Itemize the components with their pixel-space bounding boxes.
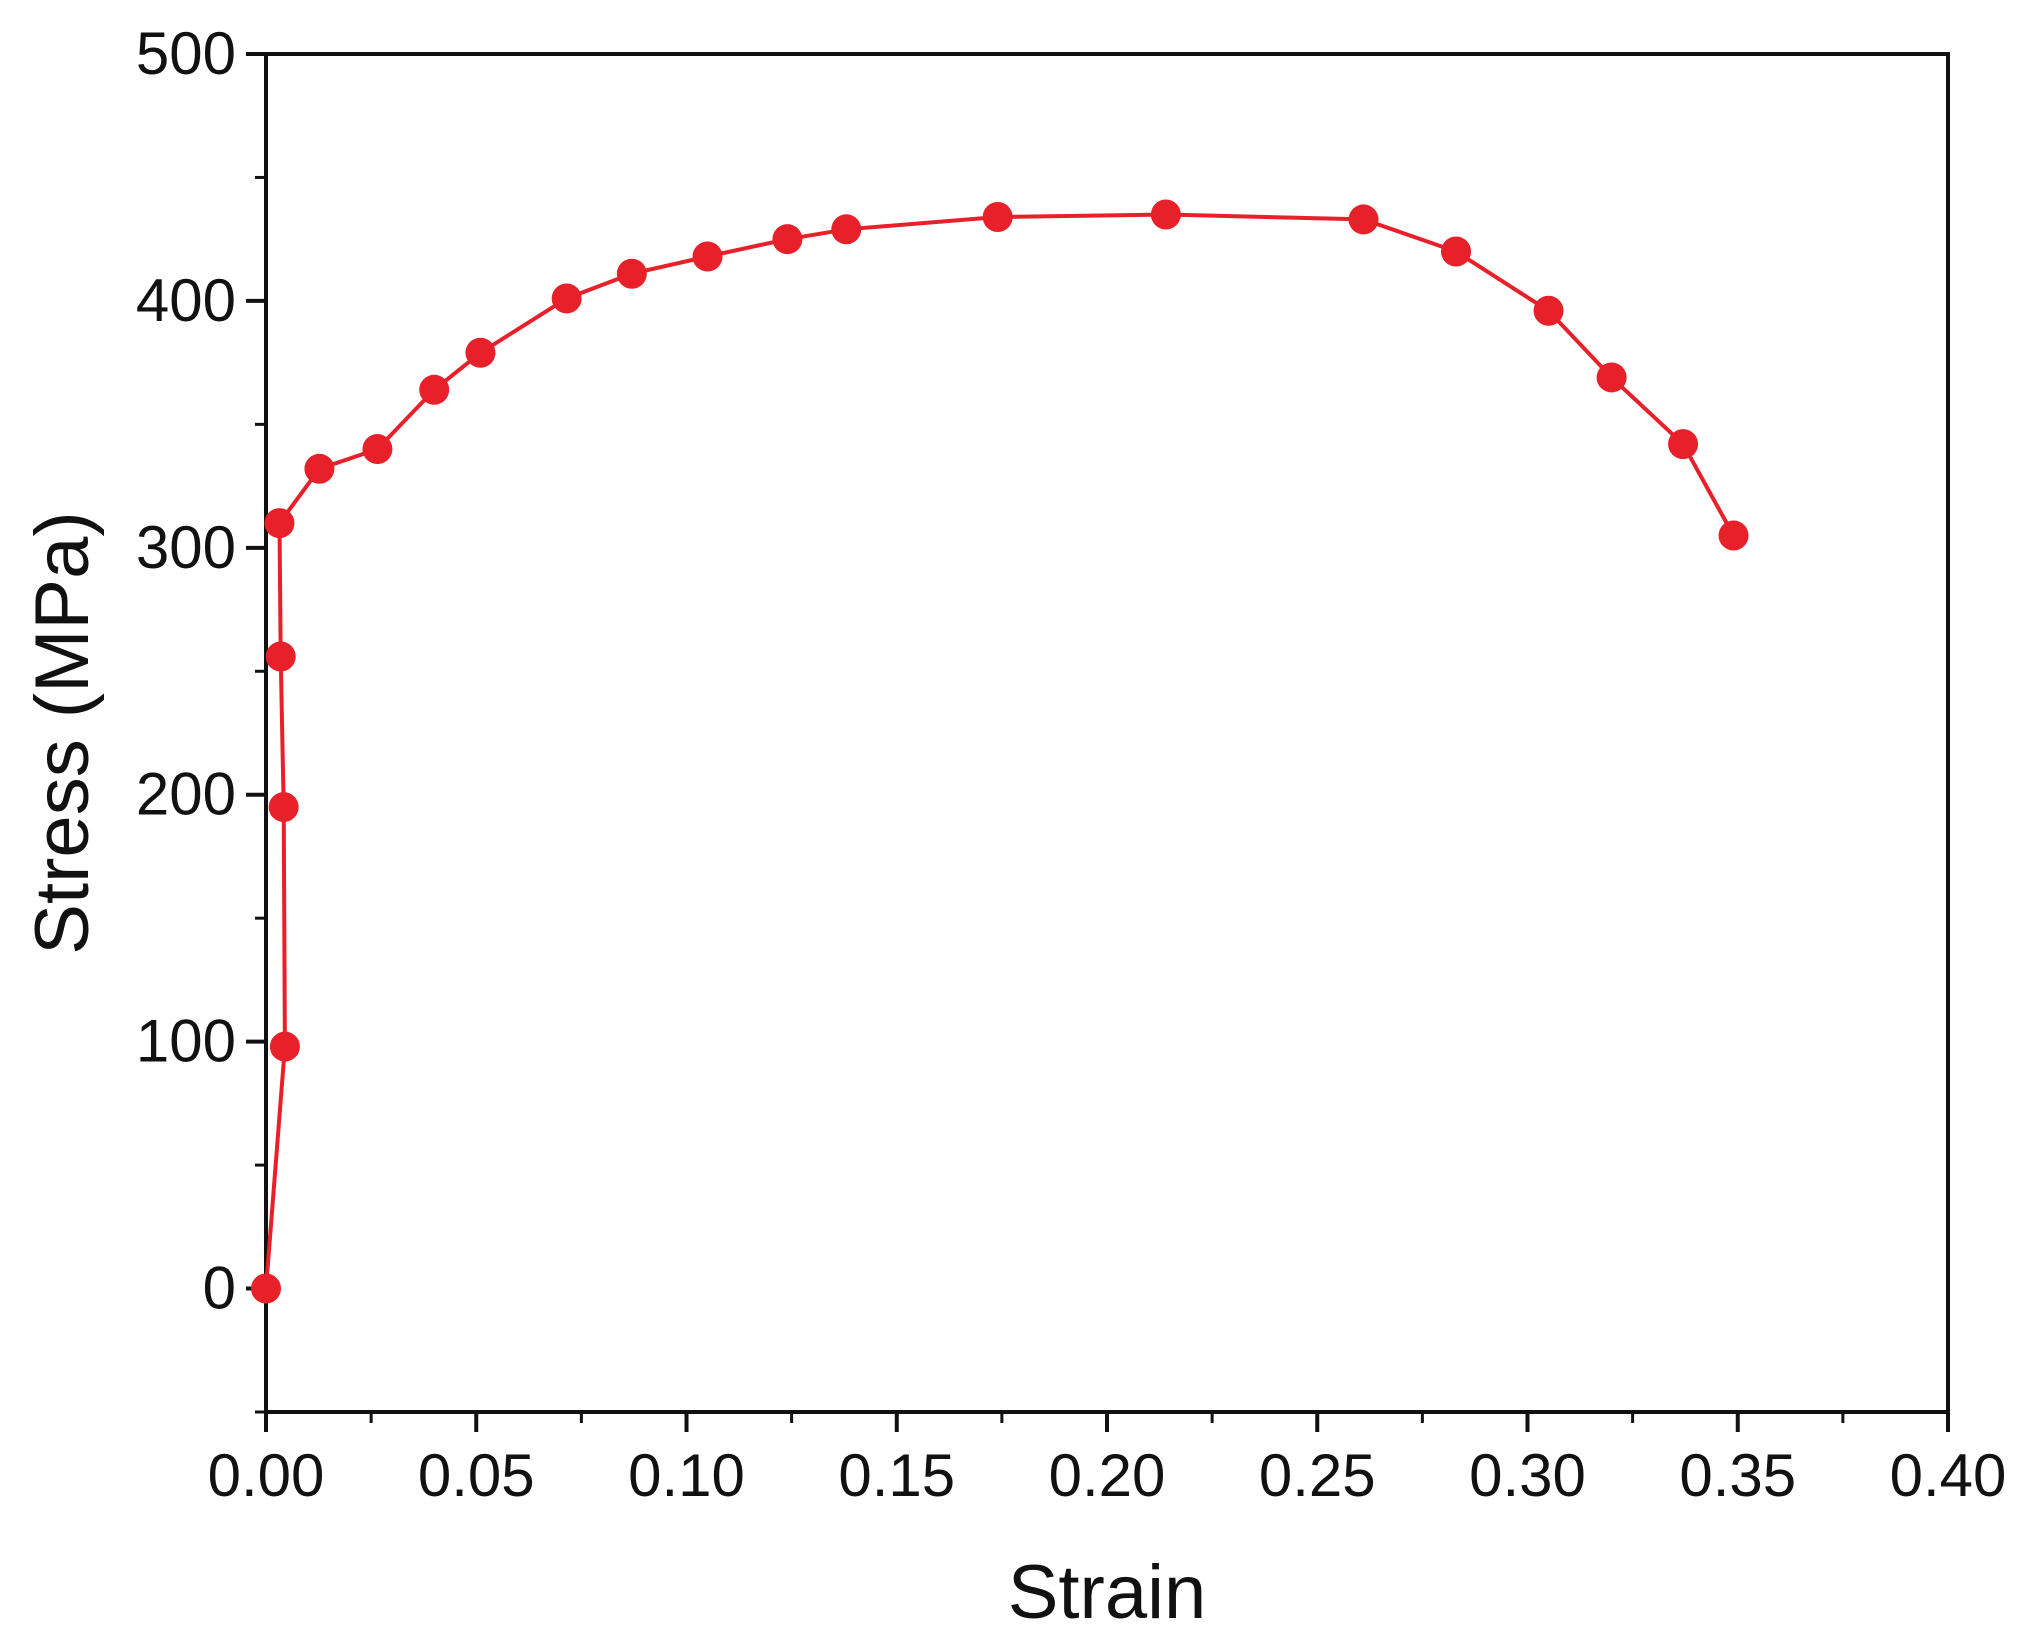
x-tick-label: 0.35	[1679, 1442, 1796, 1509]
data-point	[1596, 362, 1627, 393]
x-tick-label: 0.25	[1259, 1442, 1376, 1509]
data-point	[264, 508, 295, 539]
data-point	[616, 258, 647, 289]
data-point	[1441, 236, 1472, 267]
data-point	[268, 792, 299, 823]
x-tick-label: 0.00	[208, 1442, 325, 1509]
data-markers	[251, 199, 1749, 1304]
data-point	[269, 1031, 300, 1062]
x-tick-label: 0.30	[1469, 1442, 1586, 1509]
y-tick-label: 400	[136, 267, 236, 334]
x-tick-label: 0.15	[838, 1442, 955, 1509]
x-tick-label: 0.05	[418, 1442, 535, 1509]
x-axis-title: Strain	[1008, 1550, 1207, 1635]
data-point	[551, 283, 582, 314]
y-tick-label: 300	[136, 514, 236, 581]
data-point	[419, 374, 450, 405]
y-tick-label: 0	[203, 1255, 236, 1322]
data-point	[1533, 295, 1564, 326]
series-line	[264, 212, 1736, 1289]
data-point	[465, 337, 496, 368]
data-point	[772, 224, 803, 255]
y-tick-label: 200	[136, 761, 236, 828]
data-point	[831, 214, 862, 245]
data-point	[1718, 520, 1749, 551]
y-tick-label: 100	[136, 1008, 236, 1075]
data-point	[265, 641, 296, 672]
data-point	[1668, 429, 1699, 460]
x-tick-label: 0.10	[628, 1442, 745, 1509]
data-point	[1348, 204, 1379, 235]
plot-frame	[264, 52, 1950, 1414]
x-tick-label: 0.20	[1049, 1442, 1166, 1509]
data-point	[304, 453, 335, 484]
data-point	[251, 1273, 281, 1304]
y-tick-label: 500	[136, 20, 236, 87]
data-point	[362, 434, 393, 465]
x-tick-label: 0.40	[1890, 1442, 2007, 1509]
y-axis-title: Stress (MPa)	[20, 511, 105, 954]
data-point	[1150, 199, 1181, 230]
data-point	[692, 241, 723, 272]
tick-labels: 0.00 0.05 0.10 0.15 0.20 0.25 0.30 0.35 0.40 0 100…	[136, 20, 2007, 1509]
data-point	[982, 201, 1013, 232]
axis-ticks	[246, 52, 1950, 1432]
